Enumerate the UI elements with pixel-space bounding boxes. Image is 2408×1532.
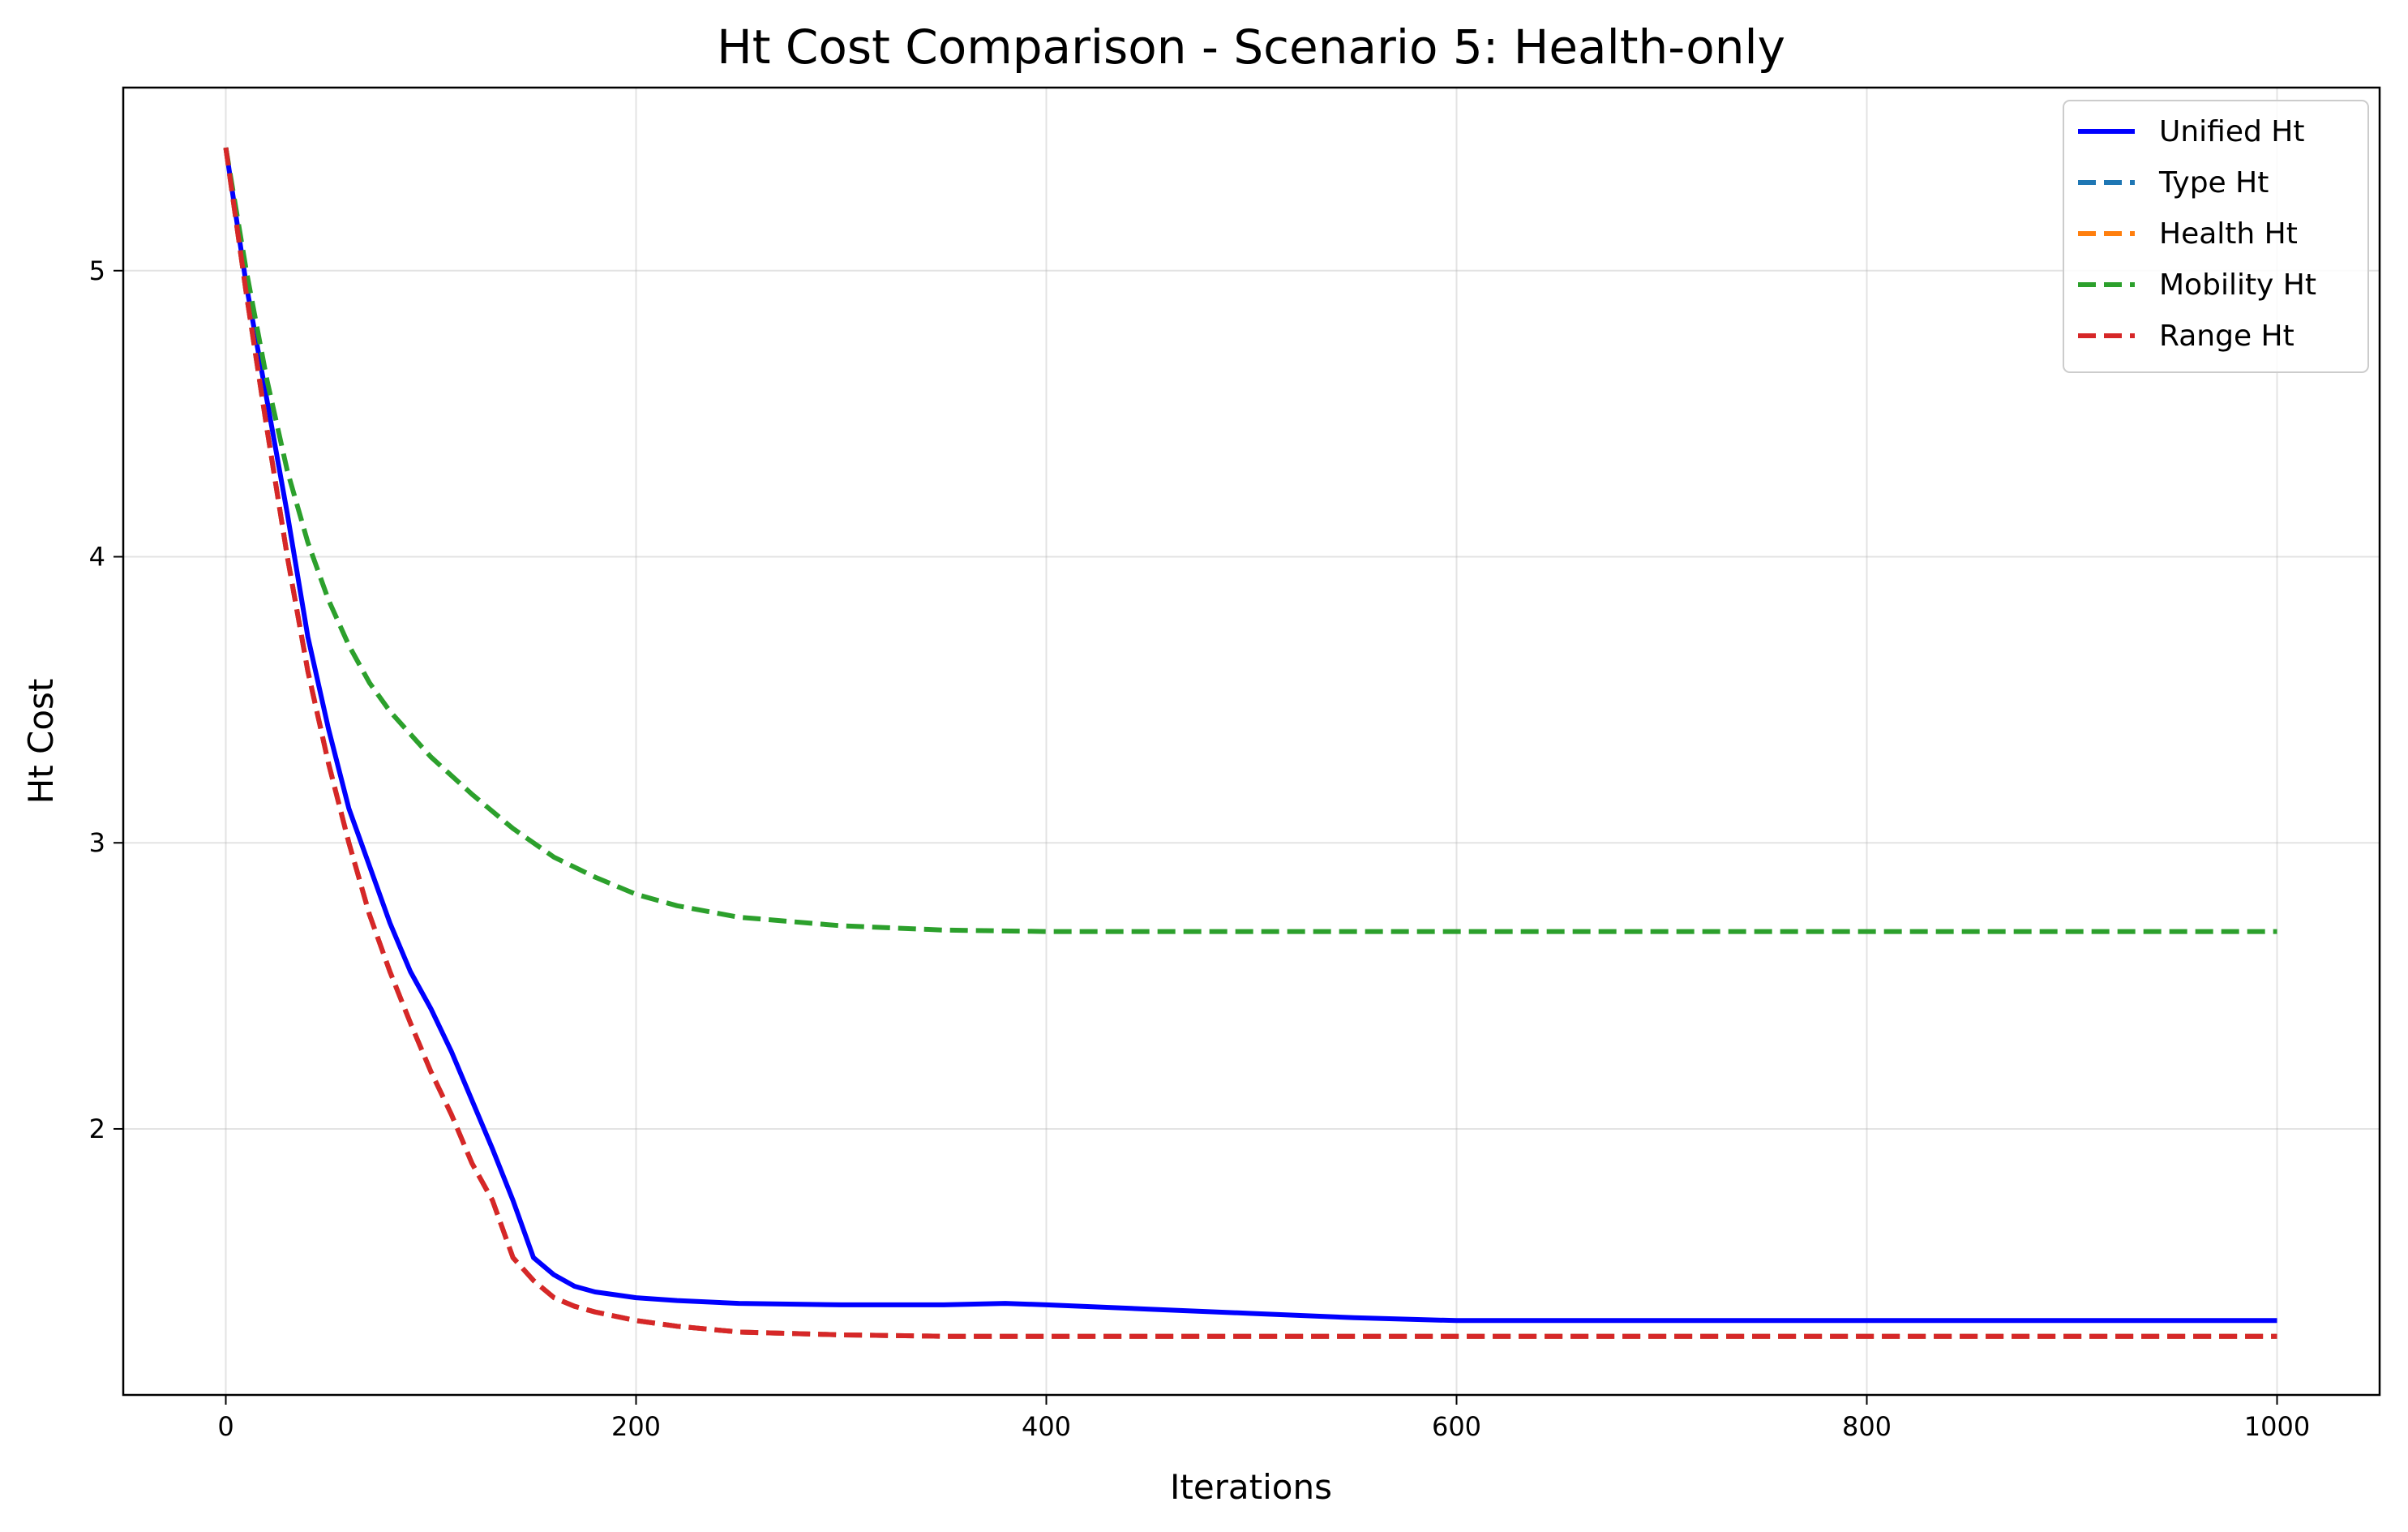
series-group — [223, 147, 2277, 1339]
y-tick-label: 5 — [89, 255, 105, 286]
x-axis-label: Iterations — [1170, 1467, 1332, 1507]
x-tick-label: 0 — [217, 1411, 234, 1442]
plot-frame — [122, 86, 2381, 1397]
legend-label: Type Ht — [2158, 166, 2269, 200]
y-tick-label: 4 — [89, 541, 105, 572]
legend-label: Health Ht — [2159, 217, 2298, 251]
chart-title: Ht Cost Comparison - Scenario 5: Health-… — [717, 19, 1785, 75]
x-tick-label: 800 — [1842, 1411, 1892, 1442]
x-tick-label: 1000 — [2244, 1411, 2310, 1442]
legend-label: Mobility Ht — [2159, 268, 2316, 302]
legend-label: Range Ht — [2159, 320, 2294, 353]
series-line-mobility-ht — [223, 147, 2277, 934]
y-tick-label: 3 — [89, 827, 105, 858]
x-tick-label: 400 — [1022, 1411, 1071, 1442]
series-line-range-ht — [223, 147, 2277, 1339]
legend-label: Unified Ht — [2159, 115, 2304, 148]
x-axis-ticks: 0 200 400 600 800 1000 — [217, 1395, 2310, 1442]
y-axis-ticks: 2 3 4 5 — [89, 255, 123, 1144]
legend: Unified Ht Type Ht Health Ht Mobility Ht Ran… — [2063, 100, 2369, 373]
x-tick-label: 600 — [1432, 1411, 1481, 1442]
legend-box — [2063, 100, 2369, 373]
y-tick-label: 2 — [89, 1114, 105, 1144]
x-tick-label: 200 — [611, 1411, 661, 1442]
y-axis-label: Ht Cost — [21, 679, 61, 805]
series-line-unified-ht — [223, 147, 2277, 1324]
